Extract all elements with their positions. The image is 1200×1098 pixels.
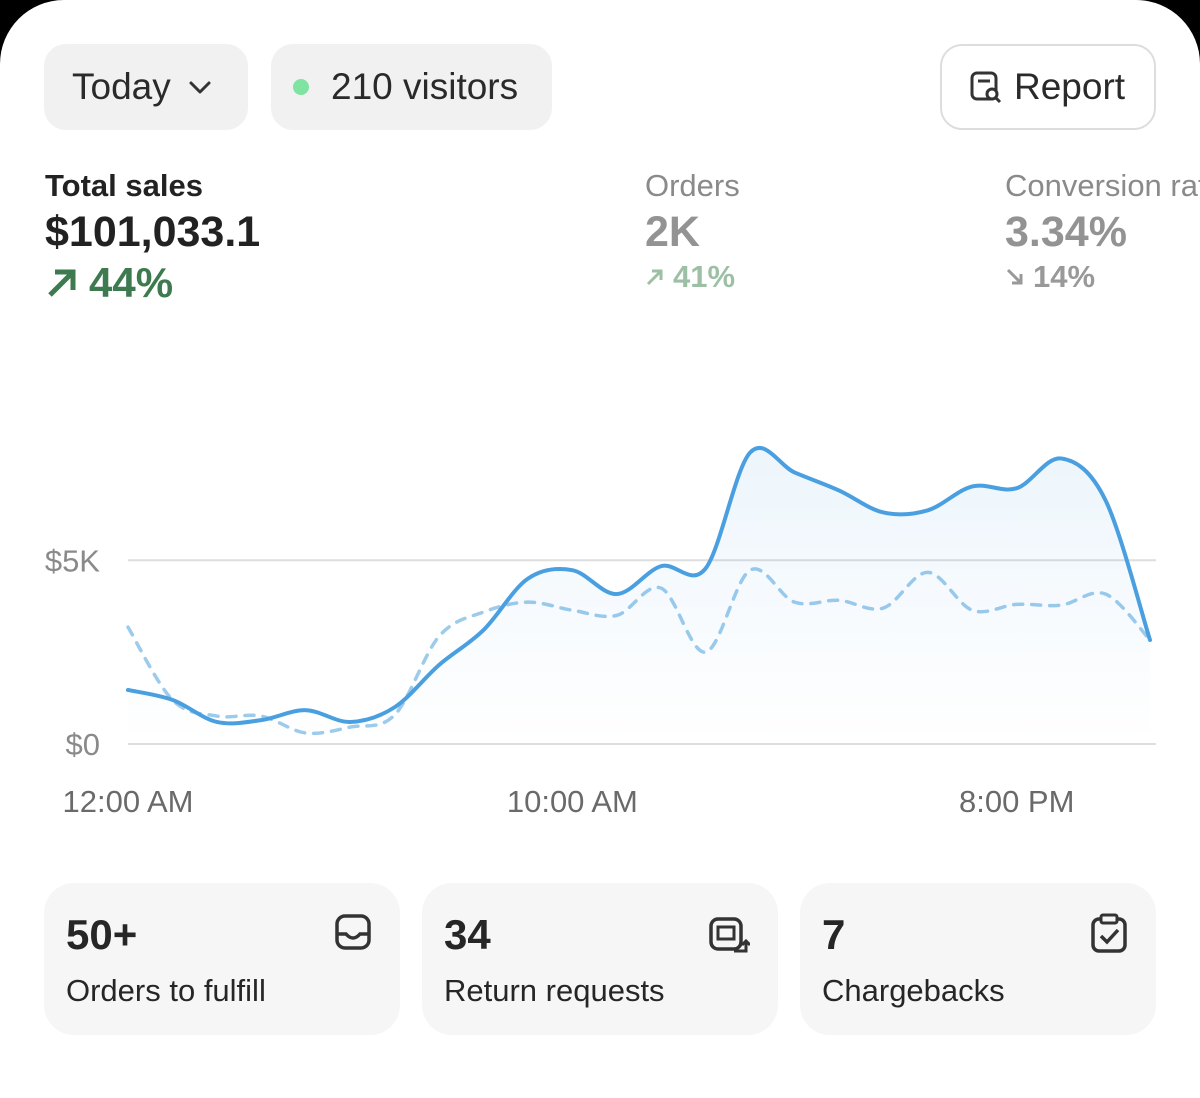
card-value: 34 — [444, 911, 491, 958]
down-arrow — [1006, 268, 1023, 285]
card-returns[interactable]: 34 Return requests — [422, 883, 778, 1035]
chevron-icon — [189, 81, 211, 94]
up-arrow — [48, 269, 76, 297]
visitors-button[interactable]: 210 visitors — [271, 44, 552, 130]
metric-change-row: 44% — [45, 259, 260, 307]
metric-change: 41% — [673, 259, 736, 294]
card-chargebacks[interactable]: 7 Chargebacks — [800, 883, 1156, 1035]
report-icon — [970, 71, 1002, 104]
date-filter[interactable]: Today — [44, 44, 248, 130]
metric-change: 14% — [1033, 259, 1096, 294]
metric-label: Conversion rate — [1005, 168, 1200, 203]
metric-value: 2K — [645, 208, 700, 256]
live-dot — [293, 79, 309, 95]
metric-orders[interactable]: Orders 2K 41% — [645, 168, 740, 295]
up-arrow — [646, 269, 663, 286]
report-button[interactable]: Report — [940, 44, 1156, 130]
card-value: 50+ — [66, 911, 138, 958]
chart: $0 $5K 12:00 AM 10:00 AM 8:00 PM — [45, 445, 1156, 819]
x-tick-label: 10:00 AM — [507, 784, 638, 819]
y-tick-label: $0 — [66, 727, 100, 762]
card-orders[interactable]: 50+ Orders to fulfill — [44, 883, 400, 1035]
card-label: Chargebacks — [822, 973, 1005, 1008]
return-icon — [709, 917, 750, 953]
metric-value: 3.34% — [1005, 208, 1127, 256]
x-tick-label: 12:00 AM — [63, 784, 194, 819]
area-fill — [128, 447, 1150, 744]
metric-label: Total sales — [45, 168, 203, 203]
metric-change-row: 41% — [645, 259, 740, 295]
report-label: Report — [1014, 66, 1126, 107]
metric-conversion[interactable]: Conversion rate 3.34% 14% — [1005, 168, 1200, 295]
inbox-icon — [335, 914, 371, 950]
y-tick-label: $5K — [45, 543, 100, 578]
date-filter-label: Today — [72, 66, 171, 107]
card-label: Orders to fulfill — [66, 973, 266, 1008]
x-tick-label: 8:00 PM — [959, 784, 1074, 819]
card-label: Return requests — [444, 973, 665, 1008]
card-value: 7 — [822, 911, 846, 958]
sales-line — [126, 445, 1152, 726]
metric-change-row: 14% — [1005, 259, 1200, 295]
metric-value: $101,033.1 — [45, 208, 261, 256]
clipboard-icon — [1091, 913, 1127, 953]
visitors-label: 210 visitors — [331, 66, 519, 107]
metric-total-sales[interactable]: Total sales $101,033.1 44% — [45, 168, 260, 307]
metric-change: 44% — [89, 259, 174, 306]
metric-label: Orders — [645, 168, 740, 203]
